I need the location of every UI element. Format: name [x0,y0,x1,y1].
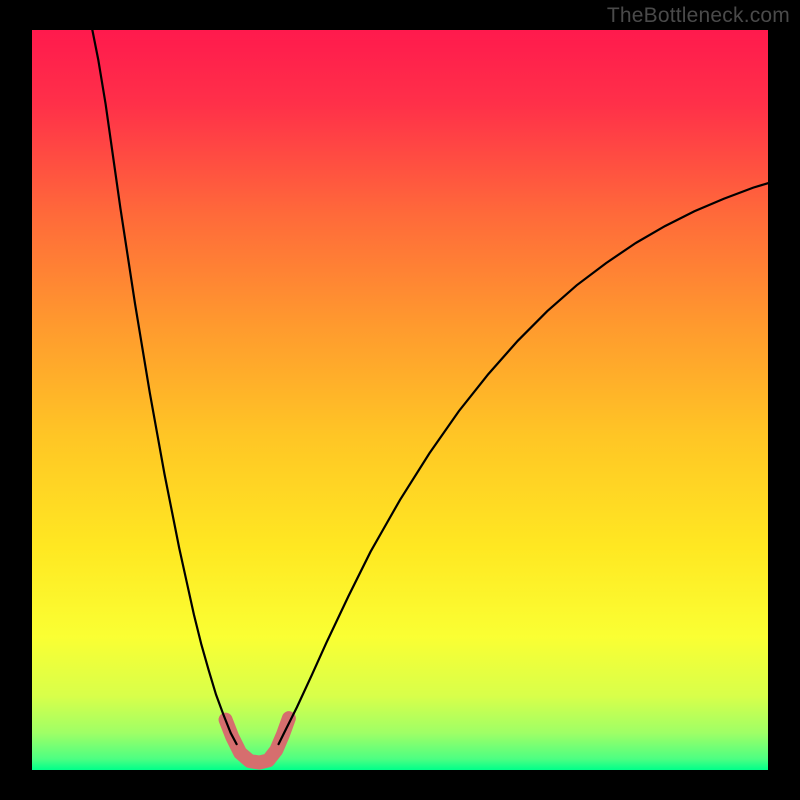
plot-area [32,30,768,770]
watermark-text: TheBottleneck.com [607,4,790,28]
curve-layer [32,30,768,770]
chart-container: TheBottleneck.com [0,0,800,800]
curve-right-path [279,183,768,744]
curve-left-path [92,30,236,744]
